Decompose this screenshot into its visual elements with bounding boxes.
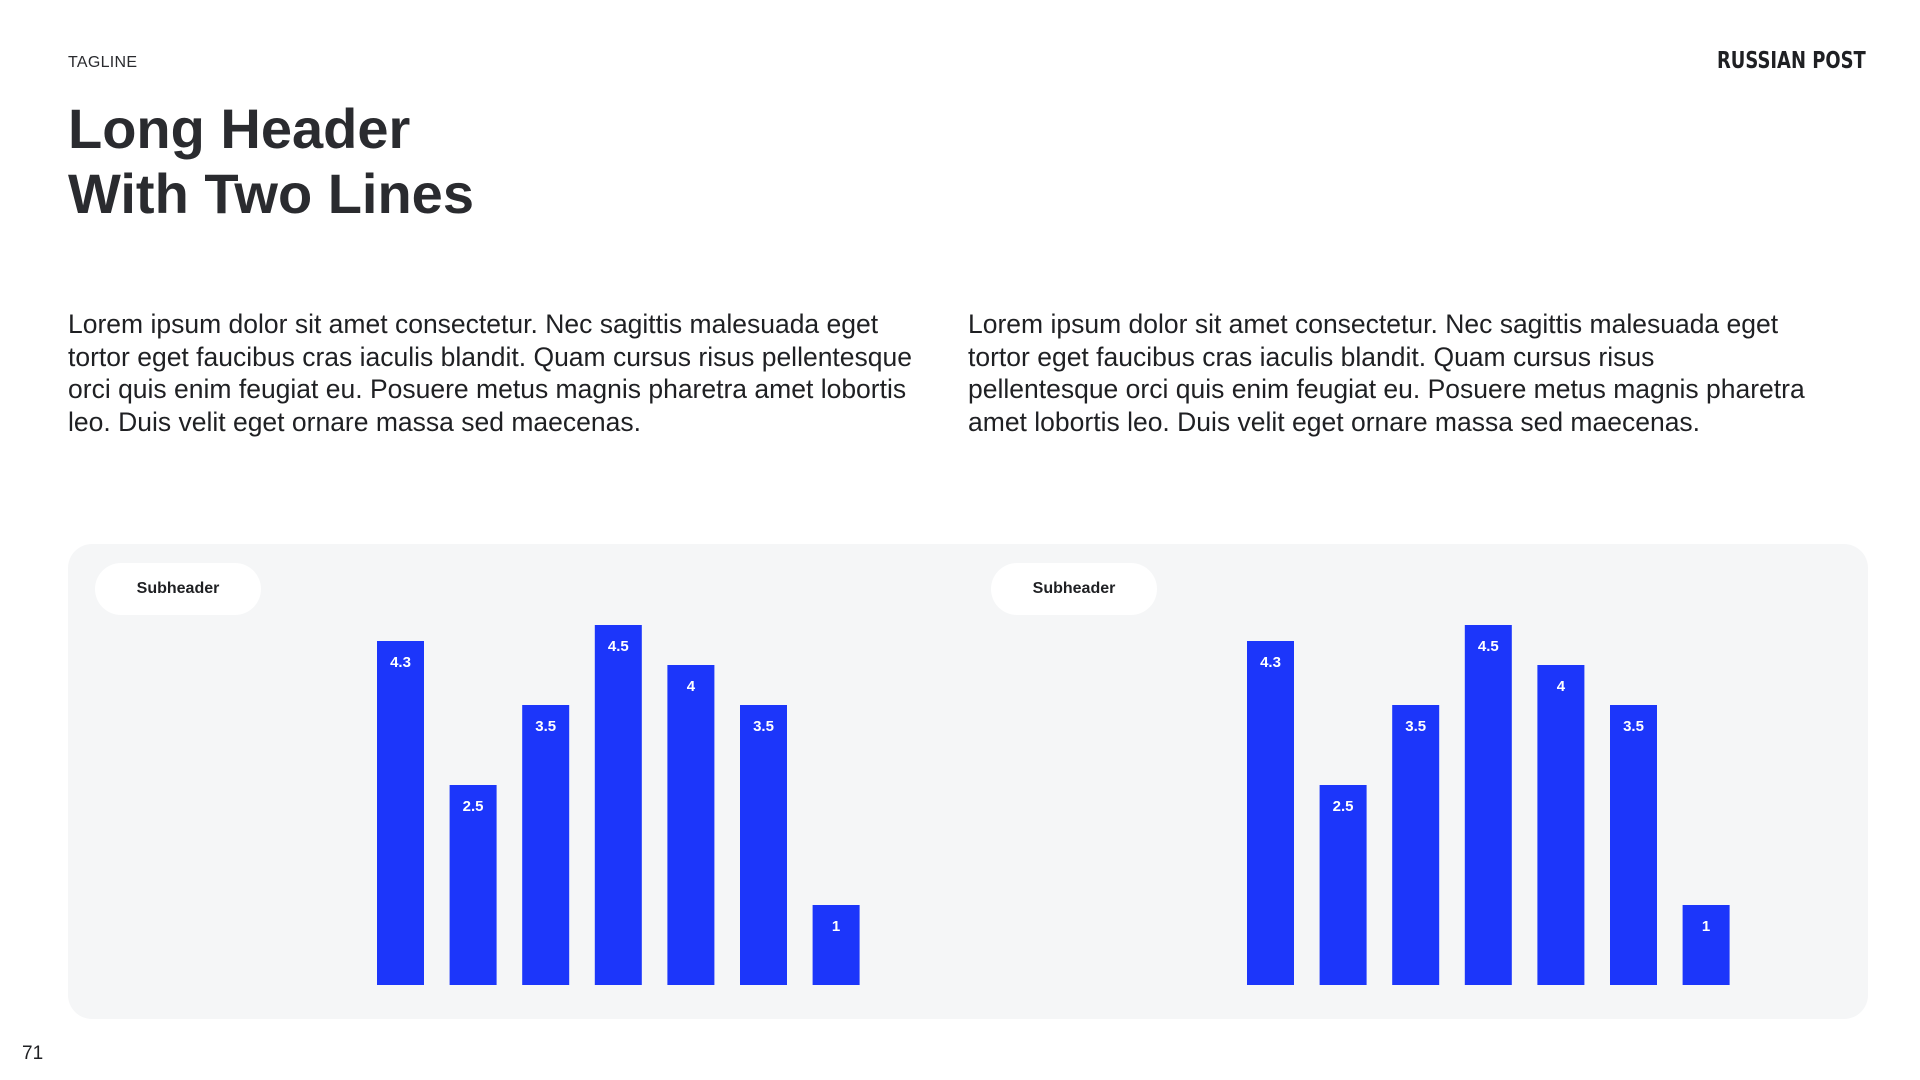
chart-subheader-right: Subheader bbox=[991, 563, 1157, 615]
bar-value-label: 4.5 bbox=[608, 638, 629, 655]
bar-value-label: 3.5 bbox=[535, 718, 556, 735]
bar bbox=[740, 705, 787, 985]
bar-value-label: 3.5 bbox=[1405, 718, 1426, 735]
bar-value-label: 4.3 bbox=[1260, 654, 1281, 671]
russian-post-logo: RUSSIAN POST bbox=[1717, 48, 1866, 74]
body-text-left: Lorem ipsum dolor sit amet consectetur. … bbox=[68, 309, 913, 437]
bar bbox=[522, 705, 570, 985]
bar-value-label: 1 bbox=[1702, 918, 1710, 935]
chart-subheader-left: Subheader bbox=[95, 563, 261, 615]
bar-value-label: 4.5 bbox=[1478, 638, 1499, 655]
bar-value-label: 3.5 bbox=[1623, 718, 1644, 735]
bar-value-label: 3.5 bbox=[753, 718, 774, 735]
title-line-1: Long Header bbox=[68, 97, 411, 160]
bar bbox=[1682, 905, 1730, 985]
bar-value-label: 2.5 bbox=[1333, 798, 1354, 815]
page-number: 71 bbox=[22, 1043, 44, 1064]
bar bbox=[449, 785, 497, 985]
title-line-2: With Two Lines bbox=[68, 162, 474, 225]
bar-value-label: 2.5 bbox=[463, 798, 484, 815]
bar bbox=[1537, 665, 1585, 985]
bar-charts: 4.3 2.5 3.5 4.5 4 3.5 1 4.3 2.5 3.5 4.5 4 3.5 1 bbox=[377, 625, 1730, 985]
bar bbox=[377, 641, 424, 985]
bar bbox=[594, 625, 642, 985]
bar bbox=[1464, 625, 1512, 985]
body-text-right: Lorem ipsum dolor sit amet consectetur. … bbox=[968, 309, 1805, 437]
bar-value-label: 1 bbox=[832, 918, 840, 935]
bar-value-label: 4 bbox=[1557, 678, 1566, 695]
bar bbox=[1247, 641, 1294, 985]
bar bbox=[812, 905, 860, 985]
bar bbox=[667, 665, 715, 985]
bar-value-label: 4 bbox=[687, 678, 696, 695]
bar bbox=[1392, 705, 1440, 985]
bar bbox=[1319, 785, 1367, 985]
page-title: Long Header With Two Lines bbox=[68, 96, 968, 226]
tagline: TAGLINE bbox=[68, 54, 138, 71]
bar-chart-right: 4.3 2.5 3.5 4.5 4 3.5 1 bbox=[1247, 625, 1730, 985]
bar-chart-left: 4.3 2.5 3.5 4.5 4 3.5 1 bbox=[377, 625, 860, 985]
bar bbox=[1610, 705, 1657, 985]
chart-panel: Subheader Subheader 4.3 2.5 3.5 4.5 4 3.5 1 4.3… bbox=[68, 544, 1868, 1019]
bar-value-label: 4.3 bbox=[390, 654, 411, 671]
